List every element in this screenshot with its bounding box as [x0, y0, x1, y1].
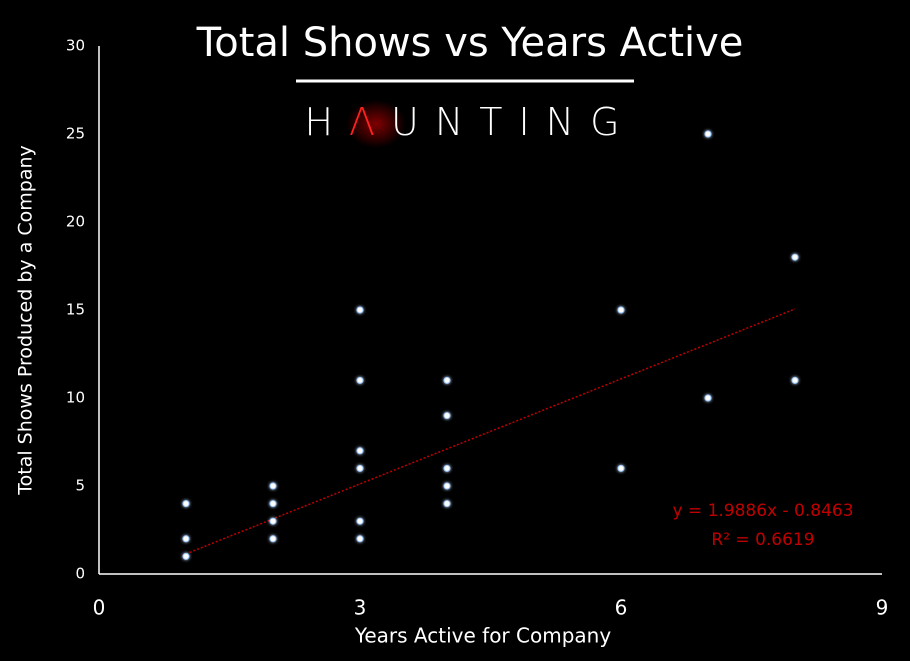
logo: HΛUNTING — [304, 100, 635, 144]
point — [356, 535, 364, 543]
x-axis-label: Years Active for Company — [354, 624, 612, 648]
point — [269, 535, 277, 543]
point — [704, 394, 712, 402]
logo-part: UNTING — [391, 100, 636, 144]
trendline — [185, 308, 796, 555]
x-tick-label: 9 — [876, 596, 889, 620]
y-tick-label: 25 — [66, 125, 85, 143]
x-tick-label: 0 — [93, 596, 106, 620]
y-tick-label: 10 — [66, 389, 85, 407]
logo-part: H — [304, 100, 349, 144]
point — [443, 482, 451, 490]
trendline-equation: y = 1.9886x - 0.8463 — [672, 501, 853, 521]
point — [356, 517, 364, 525]
point — [356, 376, 364, 384]
x-tick-label: 3 — [354, 596, 367, 620]
point — [617, 306, 625, 314]
y-tick-label: 0 — [75, 565, 85, 583]
x-tick-label: 6 — [615, 596, 628, 620]
y-tick-label: 5 — [75, 477, 85, 495]
point — [704, 130, 712, 138]
point — [791, 376, 799, 384]
point — [443, 500, 451, 508]
logo-part: Λ — [349, 100, 391, 144]
point — [443, 376, 451, 384]
point — [791, 253, 799, 261]
point — [269, 482, 277, 490]
point — [269, 517, 277, 525]
point — [617, 464, 625, 472]
logo-glow — [346, 100, 406, 148]
y-tick-label: 30 — [66, 37, 85, 55]
point — [356, 464, 364, 472]
y-axis-label: Total Shows Produced by a Company — [15, 145, 37, 496]
point — [269, 500, 277, 508]
trendline-r-squared: R² = 0.6619 — [711, 530, 814, 550]
point — [182, 500, 190, 508]
point — [443, 412, 451, 420]
chart-title: Total Shows vs Years Active — [196, 20, 744, 66]
point — [182, 535, 190, 543]
point — [182, 552, 190, 560]
y-tick-label: 15 — [66, 301, 85, 319]
y-tick-label: 20 — [66, 213, 85, 231]
point — [356, 447, 364, 455]
point — [443, 464, 451, 472]
point — [356, 306, 364, 314]
